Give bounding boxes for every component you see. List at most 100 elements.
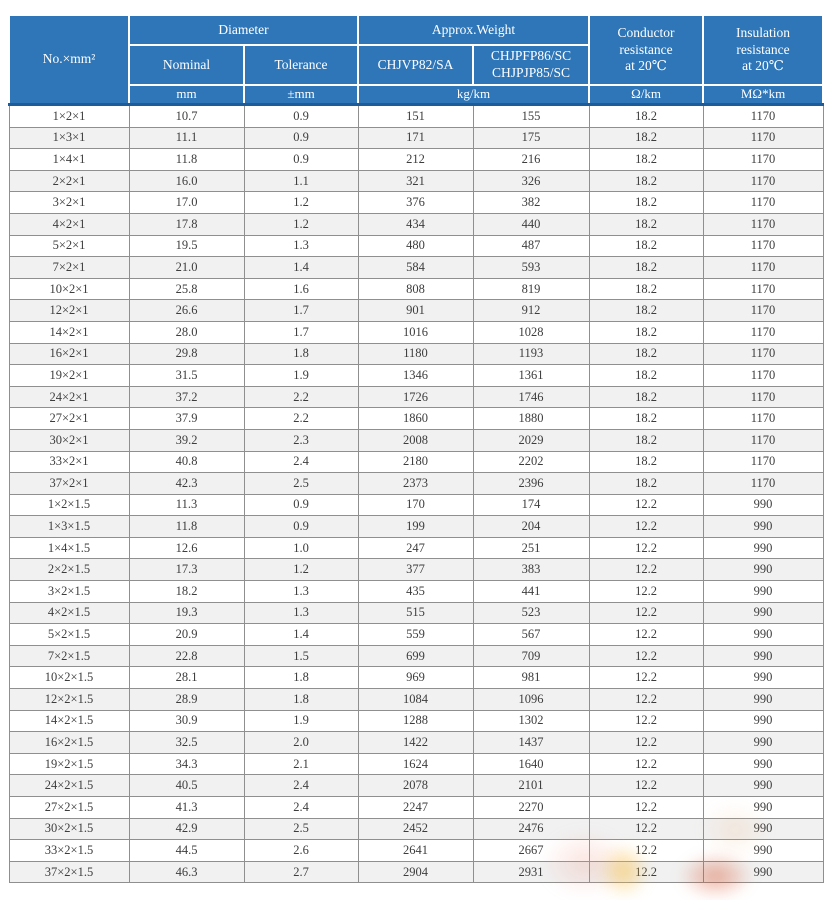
cell: 2.3 [243, 428, 359, 452]
table-row: 1×3×1 11.1 0.9 171 175 18.2 1170 [8, 126, 824, 150]
cell: 1.3 [243, 234, 359, 258]
cell: 12.2 [588, 839, 704, 862]
table-row: 3×2×1.5 18.2 1.3 435 441 12.2 990 [8, 580, 824, 603]
cell: 383 [472, 558, 590, 582]
cell: 30×2×1.5 [8, 817, 130, 841]
cell: 1.2 [243, 191, 359, 214]
cell: 155 [472, 104, 590, 128]
cell: 1193 [472, 342, 590, 366]
cell: 1.4 [243, 256, 359, 279]
cell: 30.9 [128, 709, 245, 733]
cell: 990 [702, 515, 824, 538]
table-row: 37×2×1.5 46.3 2.7 2904 2931 12.2 990 [8, 860, 824, 884]
cell: 12.2 [588, 558, 704, 582]
cell: 17.3 [128, 558, 245, 582]
cell: 12.2 [588, 623, 704, 646]
cell: 42.9 [128, 817, 245, 841]
cell: 28.1 [128, 666, 245, 690]
cell: 174 [472, 493, 590, 517]
cell: 1.3 [243, 580, 359, 603]
cell: 487 [472, 234, 590, 258]
table-row: 10×2×1.5 28.1 1.8 969 981 12.2 990 [8, 666, 824, 690]
cell: 42.3 [128, 472, 245, 495]
cell: 912 [472, 299, 590, 322]
cell: 27×2×1.5 [8, 796, 130, 819]
cell: 18.2 [588, 148, 704, 171]
cell: 990 [702, 666, 824, 690]
cell: 1170 [702, 364, 824, 387]
cell: 1.5 [243, 644, 359, 668]
cell: 2.7 [243, 860, 359, 884]
cell: 12.2 [588, 860, 704, 884]
cell: 14×2×1 [8, 320, 130, 344]
table-header: No.×mm² Diameter Approx.Weight Conductor… [8, 14, 825, 106]
cell: 37.9 [128, 407, 245, 430]
cell: 1.0 [243, 536, 359, 560]
cell: 1.6 [243, 277, 359, 301]
cell: 3×2×1.5 [8, 580, 130, 603]
table-row: 27×2×1 37.9 2.2 1860 1880 18.2 1170 [8, 407, 824, 430]
cell: 2.2 [243, 385, 359, 409]
cell: 2.4 [243, 796, 359, 819]
cell: 1170 [702, 385, 824, 409]
cell: 1640 [472, 752, 590, 776]
cell: 1437 [472, 731, 590, 754]
unit-tolerance-mm: ±mm [242, 84, 360, 106]
cell: 40.5 [128, 774, 245, 797]
cell: 0.9 [243, 493, 359, 517]
cell: 24×2×1 [8, 385, 130, 409]
table-row: 16×2×1.5 32.5 2.0 1422 1437 12.2 990 [8, 731, 824, 754]
cell: 171 [357, 126, 474, 150]
cell: 2.5 [243, 817, 359, 841]
table-row: 1×2×1 10.7 0.9 151 155 18.2 1170 [8, 104, 824, 128]
cell: 12.2 [588, 666, 704, 690]
table-row: 24×2×1 37.2 2.2 1726 1746 18.2 1170 [8, 385, 824, 409]
cell: 435 [357, 580, 474, 603]
table-row: 5×2×1 19.5 1.3 480 487 18.2 1170 [8, 234, 824, 258]
cell: 33×2×1.5 [8, 839, 130, 862]
cell: 12.2 [588, 688, 704, 711]
cell: 2.4 [243, 450, 359, 474]
table-row: 7×2×1 21.0 1.4 584 593 18.2 1170 [8, 256, 824, 279]
cell: 2667 [472, 839, 590, 862]
cell: 2396 [472, 472, 590, 495]
table-row: 24×2×1.5 40.5 2.4 2078 2101 12.2 990 [8, 774, 824, 797]
cell: 12.2 [588, 709, 704, 733]
table-row: 3×2×1 17.0 1.2 376 382 18.2 1170 [8, 191, 824, 214]
cell: 12.2 [588, 796, 704, 819]
table-row: 30×2×1 39.2 2.3 2008 2029 18.2 1170 [8, 428, 824, 452]
cell: 33×2×1 [8, 450, 130, 474]
cell: 981 [472, 666, 590, 690]
cell: 2008 [357, 428, 474, 452]
cell: 990 [702, 709, 824, 733]
cell: 20.9 [128, 623, 245, 646]
cell: 1.8 [243, 666, 359, 690]
cell: 2.1 [243, 752, 359, 776]
cell: 1624 [357, 752, 474, 776]
cell: 1.7 [243, 299, 359, 322]
cell: 990 [702, 796, 824, 819]
header-approx-weight: Approx.Weight [357, 14, 591, 46]
cell: 46.3 [128, 860, 245, 884]
cell: 28.9 [128, 688, 245, 711]
header-model-chjpfp86: CHJPFP86/SC CHJPJP85/SC [472, 44, 591, 86]
cell: 12.2 [588, 731, 704, 754]
cell: 12×2×1 [8, 299, 130, 322]
cell: 990 [702, 752, 824, 776]
cell: 12.6 [128, 536, 245, 560]
cell: 990 [702, 817, 824, 841]
table-row: 30×2×1.5 42.9 2.5 2452 2476 12.2 990 [8, 817, 824, 841]
cell: 1170 [702, 407, 824, 430]
cell: 22.8 [128, 644, 245, 668]
cell: 12×2×1.5 [8, 688, 130, 711]
table-row: 4×2×1.5 19.3 1.3 515 523 12.2 990 [8, 601, 824, 625]
cell: 434 [357, 212, 474, 236]
cell: 1170 [702, 191, 824, 214]
unit-ohm-km: Ω/km [588, 84, 705, 106]
header-no-mm2: No.×mm² [8, 14, 130, 106]
unit-mohm-km: MΩ*km [702, 84, 825, 106]
cell: 7×2×1.5 [8, 644, 130, 668]
table-row: 2×2×1.5 17.3 1.2 377 383 12.2 990 [8, 558, 824, 582]
cell: 247 [357, 536, 474, 560]
cell: 1288 [357, 709, 474, 733]
